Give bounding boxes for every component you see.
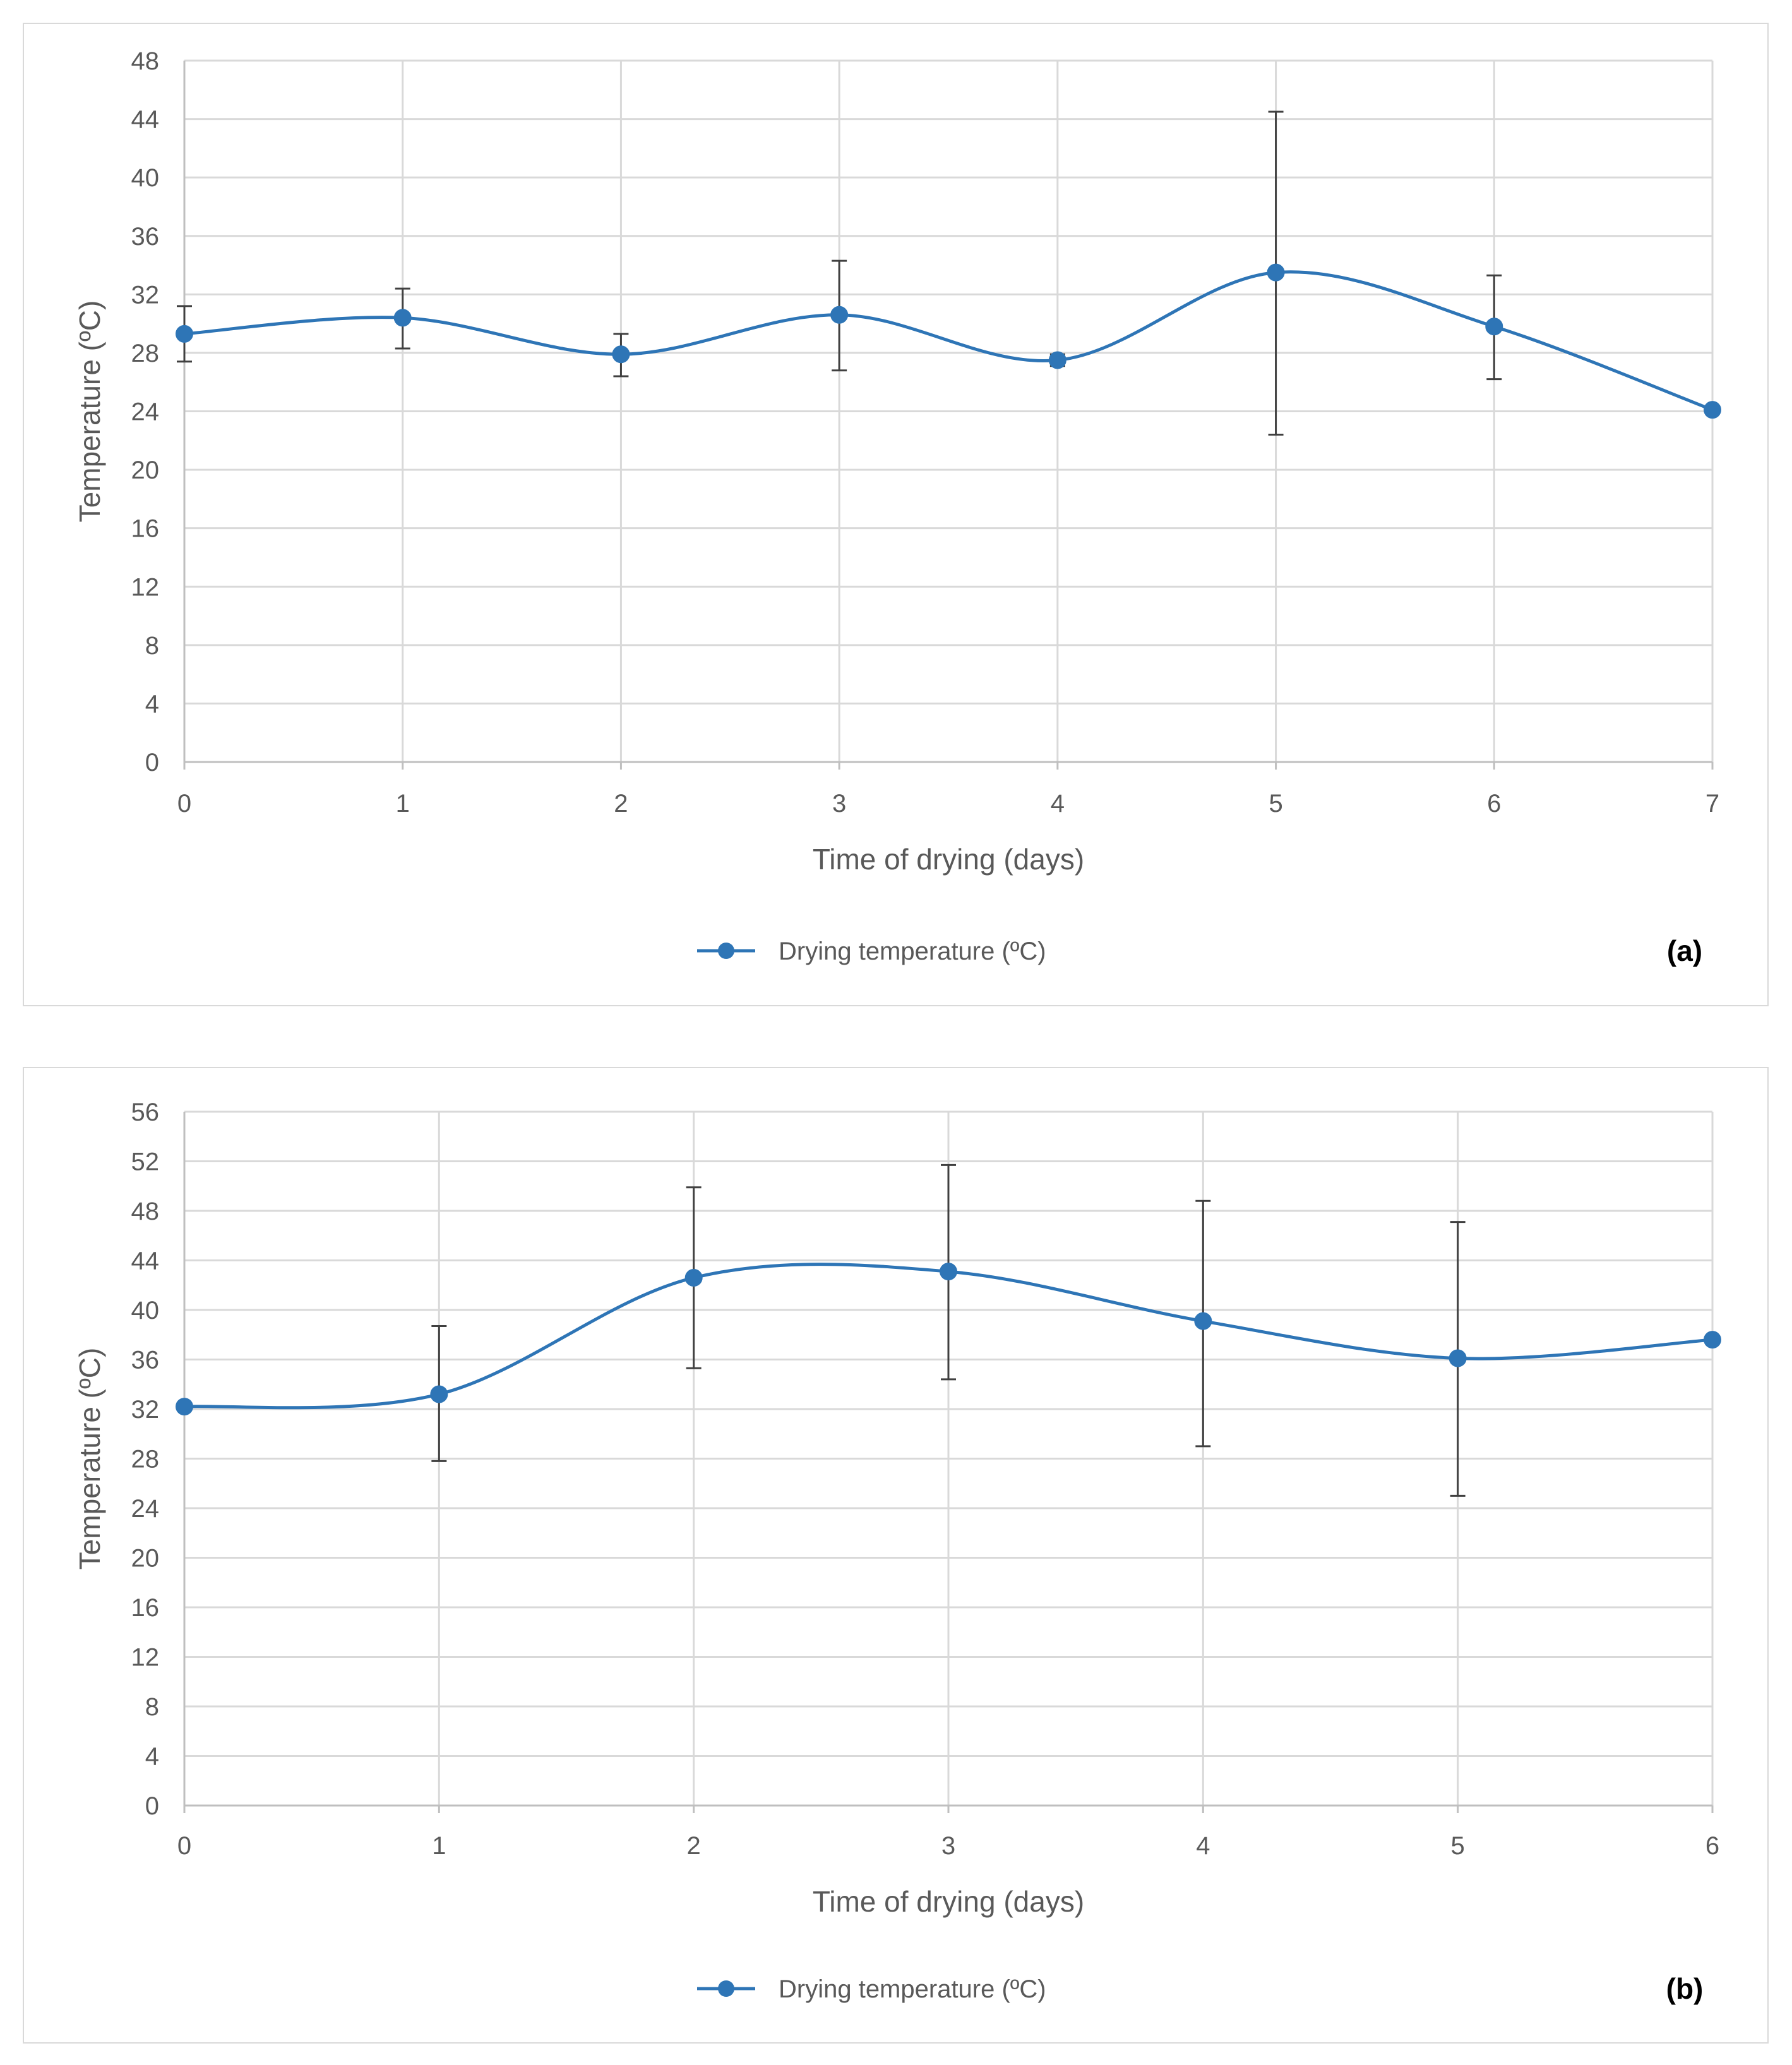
legend: Drying temperature (ºC) — [697, 937, 1046, 965]
data-point — [1485, 318, 1503, 336]
data-point — [430, 1385, 448, 1403]
data-point — [176, 324, 193, 343]
y-tick-label: 20 — [131, 1545, 160, 1573]
panel-label-a: (a) — [1667, 934, 1702, 967]
data-point — [612, 345, 630, 364]
x-tick-label: 3 — [941, 1832, 955, 1860]
x-tick-label: 6 — [1705, 1832, 1719, 1860]
y-tick-label: 32 — [131, 281, 160, 309]
x-tick-label: 7 — [1705, 790, 1719, 818]
legend-marker — [718, 1980, 734, 1997]
x-tick-label: 3 — [832, 790, 846, 818]
y-tick-label: 36 — [131, 223, 160, 251]
series-line — [184, 270, 1713, 412]
y-tick-label: 52 — [131, 1148, 160, 1176]
x-tick-label: 2 — [614, 790, 628, 818]
y-tick-label: 44 — [131, 1247, 160, 1275]
chart-panel-a: 0 4 8 12 16 20 24 28 32 36 40 44 48 0 1 2 3 4 5 6 7 Time of d… — [23, 23, 1769, 1006]
y-tick-label: 56 — [131, 1098, 160, 1126]
y-tick-label: 48 — [131, 1198, 160, 1225]
data-point — [684, 1268, 703, 1287]
y-tick-label: 4 — [145, 690, 159, 718]
data-point — [1704, 1331, 1721, 1349]
y-tick-label: 4 — [145, 1743, 159, 1771]
y-tick-label: 40 — [131, 164, 160, 192]
data-point — [1267, 263, 1285, 282]
chart-panel-b: 0 4 8 12 16 20 24 28 32 36 40 44 48 52 56 0 1 2 3 4 5 6 Time o… — [23, 1067, 1769, 2044]
y-tick-label: 20 — [131, 456, 160, 484]
data-point — [1048, 351, 1066, 369]
x-axis-title: Time of drying (days) — [813, 843, 1084, 876]
y-tick-label: 44 — [131, 106, 160, 134]
y-axis-title: Temperature (ºC) — [73, 1348, 106, 1570]
y-tick-label: 12 — [131, 1644, 160, 1672]
legend-label: Drying temperature (ºC) — [779, 937, 1046, 965]
legend-label: Drying temperature (ºC) — [779, 1975, 1046, 2003]
y-tick-label: 36 — [131, 1347, 160, 1374]
y-axis-title: Temperature (ºC) — [73, 301, 106, 523]
y-tick-label: 24 — [131, 398, 160, 426]
y-tick-label: 28 — [131, 1446, 160, 1473]
y-tick-label: 32 — [131, 1396, 160, 1424]
y-tick-label: 48 — [131, 47, 160, 75]
x-tick-label: 4 — [1196, 1832, 1210, 1860]
y-tick-label: 8 — [145, 632, 159, 660]
data-point — [176, 1398, 193, 1416]
x-tick-label: 4 — [1051, 790, 1065, 818]
data-point — [1704, 401, 1721, 419]
y-tick-label: 28 — [131, 340, 160, 367]
x-tick-label: 0 — [177, 790, 191, 818]
x-tick-label: 0 — [177, 1832, 191, 1860]
x-tick-label: 1 — [432, 1832, 446, 1860]
data-point — [393, 309, 412, 327]
x-tick-label: 6 — [1487, 790, 1501, 818]
data-point — [830, 306, 849, 324]
y-tick-label: 8 — [145, 1693, 159, 1721]
data-point — [1449, 1349, 1467, 1367]
x-tick-label: 2 — [687, 1832, 701, 1860]
y-tick-label: 40 — [131, 1297, 160, 1324]
legend: Drying temperature (ºC) — [697, 1975, 1046, 2003]
y-tick-label: 12 — [131, 573, 160, 601]
data-point — [940, 1263, 957, 1281]
y-tick-label: 24 — [131, 1495, 160, 1523]
y-tick-label: 0 — [145, 749, 159, 777]
panel-label-b: (b) — [1666, 1972, 1704, 2005]
y-tick-label: 16 — [131, 515, 160, 543]
y-tick-label: 0 — [145, 1792, 159, 1820]
legend-marker — [718, 943, 734, 959]
x-tick-label: 1 — [396, 790, 410, 818]
data-point — [1194, 1312, 1212, 1330]
y-tick-label: 16 — [131, 1594, 160, 1622]
x-axis-title: Time of drying (days) — [813, 1885, 1084, 1918]
x-tick-label: 5 — [1269, 790, 1282, 818]
x-tick-label: 5 — [1451, 1832, 1465, 1860]
